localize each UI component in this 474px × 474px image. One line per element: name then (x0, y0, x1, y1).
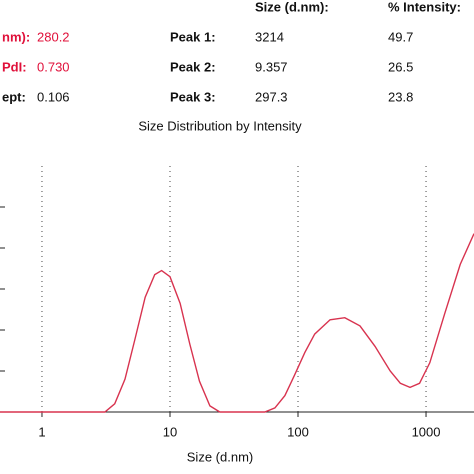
line-series (0, 233, 474, 413)
peak-label: Peak 2: (170, 59, 216, 74)
summary-label: ept: (2, 89, 26, 104)
column-header: Size (d.nm): (255, 0, 329, 14)
peak-intensity: 26.5 (388, 59, 413, 74)
summary-label: PdI: (2, 59, 27, 74)
peak-label: Peak 3: (170, 89, 216, 104)
peak-intensity: 49.7 (388, 29, 413, 44)
x-tick-label: 1000 (412, 424, 441, 439)
chart-title: Size Distribution by Intensity (138, 118, 302, 133)
summary-value: 0.730 (37, 59, 70, 74)
peak-label: Peak 1: (170, 29, 216, 44)
peak-intensity: 23.8 (388, 89, 413, 104)
x-tick-label: 10 (163, 424, 177, 439)
summary-label: nm): (2, 29, 30, 44)
x-tick-label: 1 (38, 424, 45, 439)
x-tick-label: 100 (287, 424, 309, 439)
peak-size: 297.3 (255, 89, 288, 104)
summary-value: 280.2 (37, 29, 70, 44)
x-axis-label: Size (d.nm) (187, 449, 253, 464)
column-header: % Intensity: (388, 0, 461, 14)
peak-size: 3214 (255, 29, 284, 44)
summary-value: 0.106 (37, 89, 70, 104)
peak-size: 9.357 (255, 59, 288, 74)
